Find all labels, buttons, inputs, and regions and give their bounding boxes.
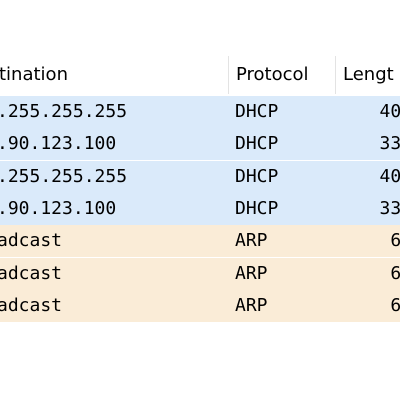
length-cell: 400: [379, 101, 400, 122]
destination-cell: .90.123.100: [0, 133, 117, 155]
protocol-cell: ARP: [235, 262, 268, 284]
protocol-cell: DHCP: [235, 165, 279, 187]
destination-cell: adcast: [0, 294, 63, 316]
protocol-cell: ARP: [235, 294, 268, 316]
column-header[interactable]: Protocol: [236, 64, 309, 85]
destination-cell: adcast: [0, 262, 63, 284]
protocol-cell: DHCP: [235, 197, 279, 219]
protocol-cell: DHCP: [235, 101, 279, 122]
length-cell: 334: [379, 197, 400, 219]
length-cell: 64: [390, 294, 400, 316]
protocol-cell: DHCP: [235, 133, 279, 155]
column-separator: [335, 56, 336, 94]
packet-row[interactable]: .255.255.255 DHCP 400: [0, 96, 400, 128]
packet-row[interactable]: adcast ARP 64: [0, 289, 400, 322]
protocol-cell: ARP: [235, 230, 268, 252]
length-cell: 64: [390, 230, 400, 252]
length-cell: 334: [379, 133, 400, 155]
destination-cell: adcast: [0, 230, 63, 252]
destination-cell: .255.255.255: [0, 101, 128, 122]
packet-row[interactable]: .90.123.100 DHCP 334: [0, 128, 400, 161]
packet-row[interactable]: .255.255.255 DHCP 400: [0, 160, 400, 193]
length-cell: 64: [390, 262, 400, 284]
destination-cell: .90.123.100: [0, 197, 117, 219]
packet-row[interactable]: .90.123.100 DHCP 334: [0, 192, 400, 225]
packet-row[interactable]: adcast ARP 64: [0, 225, 400, 258]
column-separator: [228, 56, 229, 94]
column-header[interactable]: Lengt: [343, 64, 394, 85]
packet-row[interactable]: adcast ARP 64: [0, 257, 400, 290]
column-header[interactable]: tination: [0, 64, 68, 85]
length-cell: 400: [379, 165, 400, 187]
destination-cell: .255.255.255: [0, 165, 128, 187]
